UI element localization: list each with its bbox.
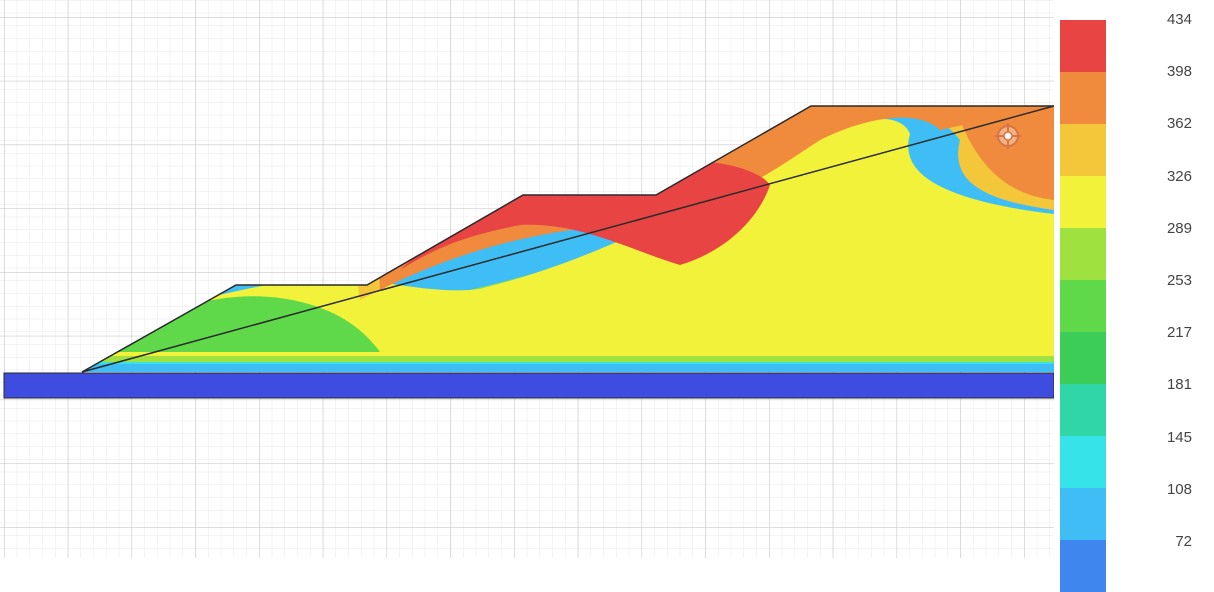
- color-legend: 434 398 362 326 289 253 217 181 145 108 72: [1054, 0, 1214, 592]
- legend-swatch: [1060, 280, 1106, 332]
- legend-swatch: [1060, 540, 1106, 592]
- crosshair-target-icon[interactable]: [994, 122, 1022, 150]
- legend-swatch: [1060, 176, 1106, 228]
- legend-swatch: [1060, 384, 1106, 436]
- legend-value-label: 181: [1166, 376, 1192, 394]
- legend-swatch: [1060, 488, 1106, 540]
- legend-swatch: [1060, 228, 1106, 280]
- legend-value-label: 326: [1166, 167, 1192, 185]
- model-viewport[interactable]: [0, 0, 1214, 558]
- legend-swatches: [1060, 20, 1106, 592]
- slope-outline: [81, 105, 1054, 373]
- legend-value-label: 108: [1166, 480, 1192, 498]
- legend-value-label: 145: [1166, 428, 1192, 446]
- legend-value-label: 289: [1166, 219, 1192, 237]
- legend-value-label: 434: [1166, 11, 1192, 28]
- legend-value-label: 217: [1166, 324, 1192, 342]
- legend-value-label: 362: [1166, 115, 1192, 133]
- legend-value-label: 72: [1175, 533, 1192, 550]
- foundation-layer: [3, 372, 1054, 399]
- slope-model-canvas[interactable]: [0, 0, 1054, 558]
- legend-swatch: [1060, 72, 1106, 124]
- legend-swatch: [1060, 20, 1106, 72]
- legend-swatch: [1060, 332, 1106, 384]
- legend-value-label: 253: [1166, 272, 1192, 289]
- legend-value-label: 398: [1166, 63, 1192, 81]
- legend-swatch: [1060, 124, 1106, 176]
- legend-swatch: [1060, 436, 1106, 488]
